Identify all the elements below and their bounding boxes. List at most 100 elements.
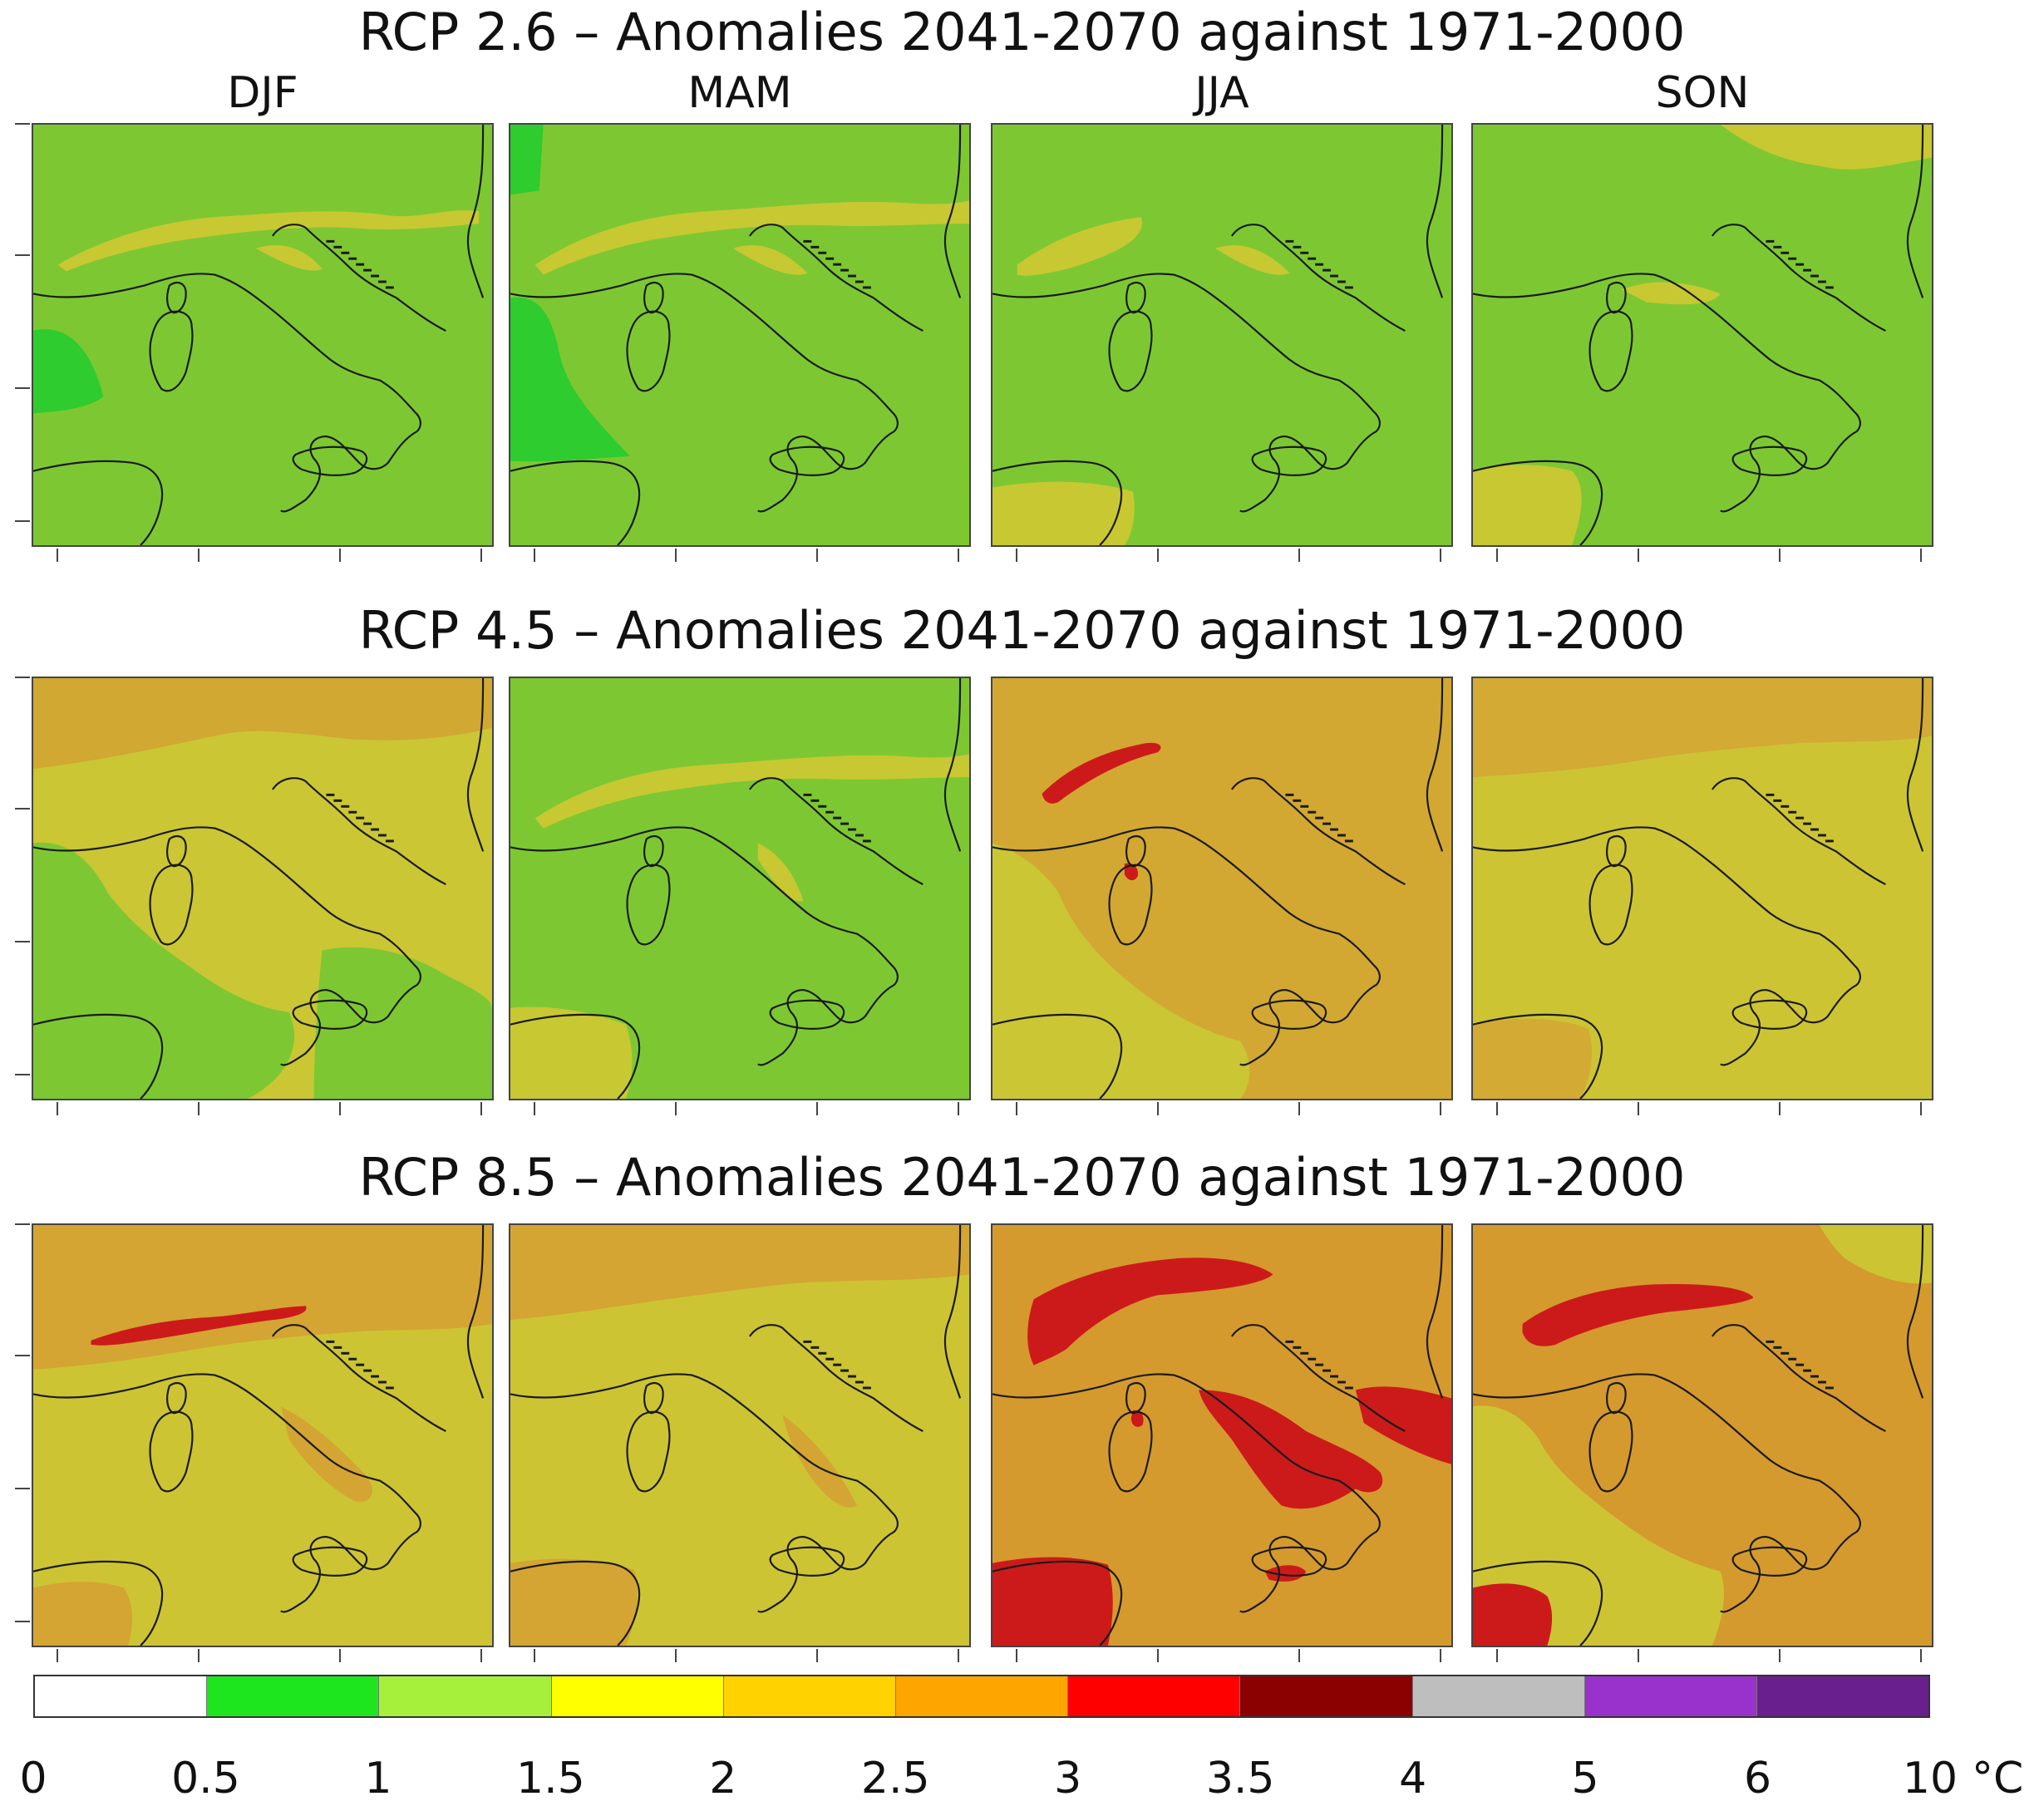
island-mark [840,1369,850,1372]
island-mark [385,839,394,843]
island-mark [341,251,350,254]
coastline-africa [33,1013,164,1099]
coastline-africa [510,460,641,545]
anomaly-region-1.5-2 [1215,245,1290,275]
island-mark [1308,810,1317,814]
island-mark [1300,805,1309,808]
island-mark [818,1351,827,1355]
coastline-africa [510,1013,641,1099]
anomaly-region-2-2.5 [510,1225,969,1321]
axis-tick [816,1102,818,1115]
anomaly-region-3-3.5 [1130,1410,1144,1427]
colorbar-segment [551,1676,724,1716]
island-mark [803,793,812,796]
axis-tick [675,1102,677,1115]
axis-tick [480,549,482,562]
axis-tick [1016,549,1017,562]
axis-tick [1157,1649,1159,1662]
axis-tick [1638,1649,1639,1662]
island-mark [848,274,856,278]
colorbar-tick-label: 1.5 [516,1754,585,1804]
island-mark [1773,1346,1782,1349]
axis-tick [958,549,959,562]
island-mark [333,1346,342,1349]
coastline-italy [33,678,485,1066]
coastline-sardinia [149,864,194,946]
anomaly-region-3-3.5 [1124,863,1139,881]
coastline-adriatic [1231,777,1406,886]
anomaly-region-3-3.5 [1522,1284,1754,1346]
colorbar-tick-label: 4 [1399,1754,1427,1804]
coastline-africa [33,460,164,545]
island-mark [1315,1363,1324,1366]
island-mark [1795,1363,1805,1366]
island-mark [1344,839,1353,843]
colorbar-segment [723,1676,896,1716]
colorbar-segment [895,1676,1069,1716]
season-label-son: SON [1655,68,1750,118]
colorbar-segment [1756,1676,1929,1716]
anomaly-region-1.5-2 [1017,217,1142,276]
axis-tick [480,1649,482,1662]
axis-tick [534,1649,535,1662]
colorbar-tick-label: 0 [19,1754,47,1804]
anomaly-region-1-1.5 [313,947,492,1099]
coastline-sicily [292,999,368,1030]
island-mark [1788,1357,1797,1361]
island-mark [803,239,812,243]
island-mark [848,828,856,831]
island-mark [326,1340,335,1343]
axis-tick [1920,1102,1922,1115]
coastline-adriatic [1712,224,1886,332]
island-mark [1795,263,1805,266]
island-mark [862,1386,871,1390]
anomaly-region-0.5-1 [33,329,104,414]
coastline-sardinia [149,1410,194,1493]
coastline-sardinia [1108,310,1153,392]
island-mark [1322,822,1332,825]
anomaly-region-2-2.5 [1473,678,1932,778]
anomaly-region-2-2.5 [782,1415,857,1508]
axis-tick [57,1102,58,1115]
map-svg [33,1225,492,1646]
colorbar-tick-label: 6 [1743,1754,1772,1804]
axis-tick [1298,1649,1300,1662]
axis-tick [1638,1102,1639,1115]
island-mark [363,1369,372,1372]
coastline-corsica [166,835,187,868]
island-mark [363,822,372,825]
map-panel-85-djf [32,1223,494,1647]
coastline-sardinia [626,310,671,392]
anomaly-region-3-3.5 [1027,1257,1273,1366]
coastline-adriatic [749,777,923,886]
coastline-corsica [166,1382,187,1415]
coastline-adriatic [1712,1324,1886,1433]
coastline-sardinia [149,310,194,392]
map-panel-26-jja [991,123,1453,547]
island-mark [1773,245,1782,249]
colorbar-tick-label: 1 [364,1754,392,1804]
coastline-italy [33,1225,485,1613]
colorbar-tick-label: 10 [1902,1754,1958,1804]
map-panel-85-jja [991,1223,1453,1647]
season-label-djf: DJF [227,68,298,118]
island-mark [833,816,842,819]
map-panel-26-djf [32,123,494,547]
axis-tick [1920,1649,1922,1662]
island-mark [348,1357,357,1361]
island-mark [1337,834,1346,837]
coastline-africa [510,1560,641,1646]
coastline-sardinia [1588,1410,1633,1493]
anomaly-region-1.5-2 [256,245,323,271]
island-mark [356,263,365,266]
colorbar-tick-label: 0.5 [171,1754,240,1804]
coastline-africa [33,1560,164,1646]
colorbar-segment [35,1676,208,1716]
coastline-sicily [1731,999,1808,1030]
anomaly-region-1.5-2 [534,754,969,829]
axis-tick [480,1102,482,1115]
coastline-adriatic [1231,224,1406,332]
colorbar [33,1675,1930,1718]
axis-tick [15,1074,30,1075]
season-label-mam: MAM [687,68,792,118]
